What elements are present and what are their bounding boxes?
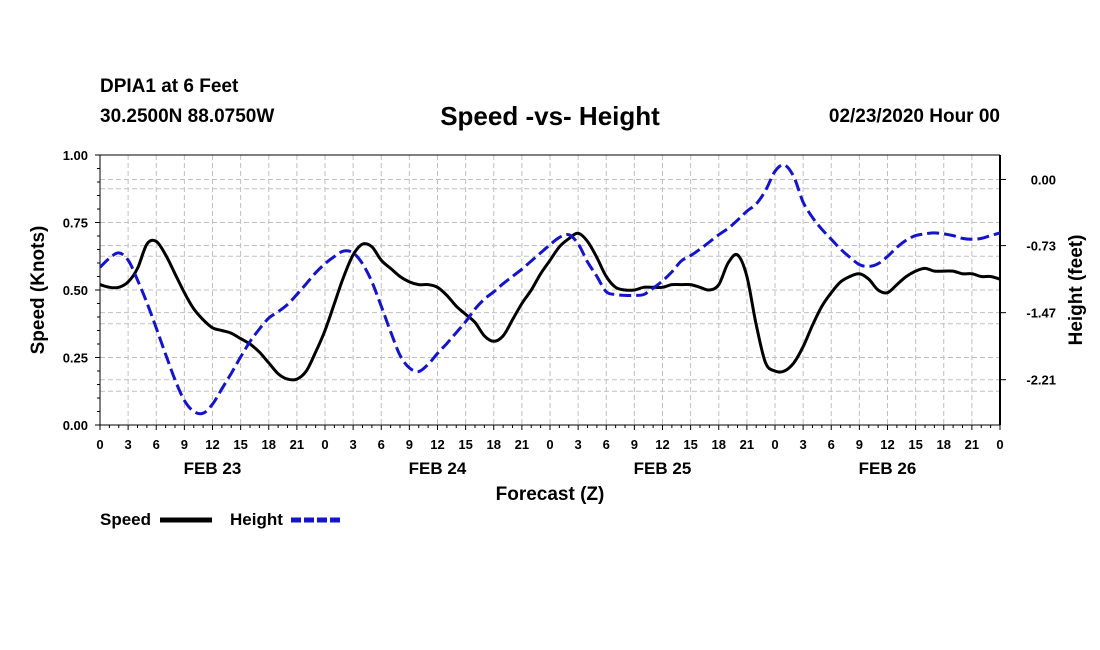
y-tick-label: 0.75: [63, 216, 88, 231]
y2-tick-label: -1.47: [1026, 306, 1056, 321]
x-tick-label: 3: [350, 437, 357, 452]
day-label: FEB 25: [634, 459, 692, 478]
x-tick-label: 9: [631, 437, 638, 452]
day-label: FEB 24: [409, 459, 467, 478]
height-series-line: [100, 163, 1000, 416]
x-axis-ticks: 0 3 6 9 12 15 18 21 0 3 6 9 12 15 18 21 0 3 6 9 12 15 18 21 0 3 6 9…: [96, 425, 1004, 452]
y2-axis-label: Height (feet): [1066, 235, 1087, 346]
x-tick-label: 18: [262, 437, 276, 452]
forecast-run-time: 02/23/2020 Hour 00: [828, 106, 1000, 127]
x-tick-label: 21: [965, 437, 979, 452]
x-tick-label: 3: [575, 437, 582, 452]
x-tick-label: 12: [205, 437, 219, 452]
x-tick-label: 21: [515, 437, 529, 452]
x-tick-label: 3: [800, 437, 807, 452]
x-tick-label: 0: [546, 437, 553, 452]
x-tick-label: 9: [406, 437, 413, 452]
y2-tick-label: 0.00: [1031, 172, 1056, 187]
legend-label-height: Height: [230, 510, 283, 529]
x-tick-label: 18: [937, 437, 951, 452]
y2-axis-ticks: -2.21 -1.47 -0.73 0.00: [1000, 172, 1056, 388]
x-tick-label: 9: [181, 437, 188, 452]
legend-label-speed: Speed: [100, 510, 151, 529]
x-tick-label: 18: [487, 437, 501, 452]
x-tick-label: 6: [378, 437, 385, 452]
day-labels: FEB 23 FEB 24 FEB 25 FEB 26: [184, 459, 917, 478]
x-tick-label: 6: [603, 437, 610, 452]
y2-tick-label: -0.73: [1026, 239, 1056, 254]
coordinates-label: 30.2500N 88.0750W: [100, 106, 275, 127]
x-tick-label: 15: [683, 437, 697, 452]
x-tick-label: 18: [712, 437, 726, 452]
x-tick-label: 6: [153, 437, 160, 452]
x-tick-label: 12: [430, 437, 444, 452]
day-label: FEB 26: [859, 459, 917, 478]
grid-lines: [99, 154, 1001, 426]
x-tick-label: 12: [880, 437, 894, 452]
day-label: FEB 23: [184, 459, 242, 478]
x-tick-label: 3: [125, 437, 132, 452]
x-tick-label: 15: [233, 437, 247, 452]
x-axis-label: Forecast (Z): [496, 484, 605, 505]
y-axis-ticks: 0.00 0.25 0.50 0.75 1.00: [63, 148, 100, 433]
x-tick-label: 21: [740, 437, 754, 452]
data-series: [100, 163, 1000, 416]
y-tick-label: 1.00: [63, 148, 88, 163]
x-tick-label: 21: [290, 437, 304, 452]
x-tick-label: 12: [655, 437, 669, 452]
x-tick-label: 9: [856, 437, 863, 452]
y-tick-label: 0.25: [63, 351, 88, 366]
x-tick-label: 6: [828, 437, 835, 452]
x-tick-label: 0: [996, 437, 1003, 452]
x-tick-label: 15: [908, 437, 922, 452]
y-tick-label: 0.00: [63, 418, 88, 433]
x-tick-label: 0: [771, 437, 778, 452]
y-axis-label: Speed (Knots): [28, 226, 49, 355]
chart-title: Speed -vs- Height: [440, 101, 660, 131]
station-label: DPIA1 at 6 Feet: [100, 76, 239, 97]
y2-tick-label: -2.21: [1026, 373, 1056, 388]
y-tick-label: 0.50: [63, 283, 88, 298]
x-tick-label: 0: [96, 437, 103, 452]
x-tick-label: 0: [321, 437, 328, 452]
x-tick-label: 15: [458, 437, 472, 452]
legend: Speed Height: [100, 510, 343, 529]
